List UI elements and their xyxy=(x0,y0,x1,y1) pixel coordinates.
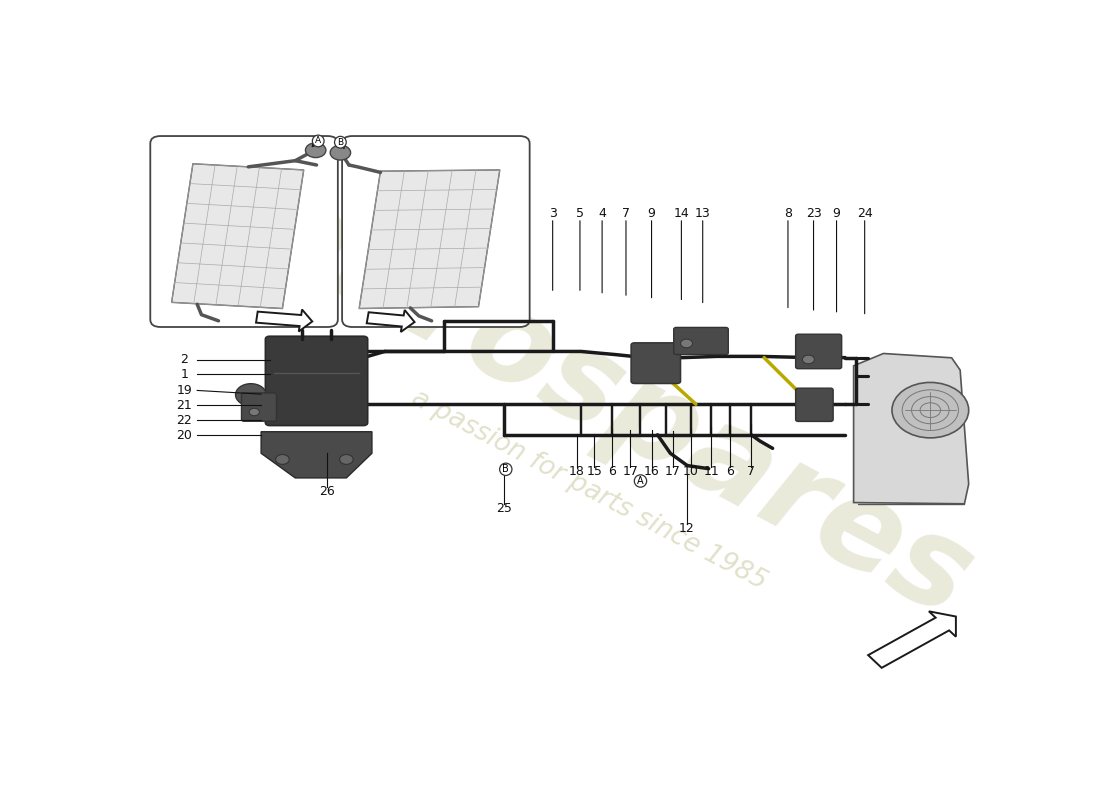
Circle shape xyxy=(681,339,693,348)
Text: 1: 1 xyxy=(180,368,188,381)
Circle shape xyxy=(330,146,351,160)
FancyBboxPatch shape xyxy=(342,136,530,327)
Circle shape xyxy=(276,454,289,464)
Polygon shape xyxy=(261,432,372,478)
Circle shape xyxy=(892,382,969,438)
FancyBboxPatch shape xyxy=(795,334,842,369)
FancyBboxPatch shape xyxy=(673,327,728,354)
Text: 25: 25 xyxy=(496,502,512,515)
Polygon shape xyxy=(256,310,312,331)
Text: 16: 16 xyxy=(644,466,659,478)
Text: 17: 17 xyxy=(664,466,681,478)
Circle shape xyxy=(340,454,353,464)
FancyBboxPatch shape xyxy=(242,393,276,422)
Circle shape xyxy=(235,384,266,406)
Text: 10: 10 xyxy=(683,466,698,478)
Circle shape xyxy=(802,355,814,364)
Circle shape xyxy=(250,408,260,416)
Text: 18: 18 xyxy=(569,466,584,478)
Text: 11: 11 xyxy=(703,466,719,478)
Circle shape xyxy=(306,143,326,158)
Text: 4: 4 xyxy=(598,206,606,219)
FancyBboxPatch shape xyxy=(265,336,367,426)
Text: B: B xyxy=(503,464,509,474)
Text: 12: 12 xyxy=(679,522,694,535)
Text: 7: 7 xyxy=(747,466,756,478)
Text: 15: 15 xyxy=(586,466,603,478)
Text: 7: 7 xyxy=(621,206,630,219)
FancyBboxPatch shape xyxy=(631,343,681,383)
Text: B: B xyxy=(338,138,343,146)
Polygon shape xyxy=(366,310,415,332)
Text: 20: 20 xyxy=(176,429,192,442)
Text: 9: 9 xyxy=(648,206,656,219)
Text: 8: 8 xyxy=(784,206,792,219)
Polygon shape xyxy=(868,611,956,668)
Text: 13: 13 xyxy=(695,206,711,219)
Text: 26: 26 xyxy=(319,485,334,498)
Polygon shape xyxy=(172,164,304,309)
FancyBboxPatch shape xyxy=(795,388,833,422)
Text: 23: 23 xyxy=(805,206,822,219)
Text: A: A xyxy=(316,137,321,146)
Text: 2: 2 xyxy=(180,353,188,366)
Polygon shape xyxy=(854,354,969,504)
Text: 14: 14 xyxy=(673,206,690,219)
Text: 17: 17 xyxy=(623,466,638,478)
Text: 22: 22 xyxy=(176,414,192,426)
Text: 6: 6 xyxy=(608,466,616,478)
FancyBboxPatch shape xyxy=(151,136,338,327)
Text: 6: 6 xyxy=(726,466,734,478)
Text: a passion for parts since 1985: a passion for parts since 1985 xyxy=(407,386,771,595)
Text: 21: 21 xyxy=(176,398,192,412)
Text: 19: 19 xyxy=(176,384,192,397)
Text: 5: 5 xyxy=(576,206,584,219)
Text: A: A xyxy=(637,476,644,486)
Text: 3: 3 xyxy=(549,206,557,219)
Polygon shape xyxy=(359,170,499,309)
Text: 9: 9 xyxy=(833,206,840,219)
Text: eurospares: eurospares xyxy=(238,165,992,643)
Text: 24: 24 xyxy=(857,206,872,219)
